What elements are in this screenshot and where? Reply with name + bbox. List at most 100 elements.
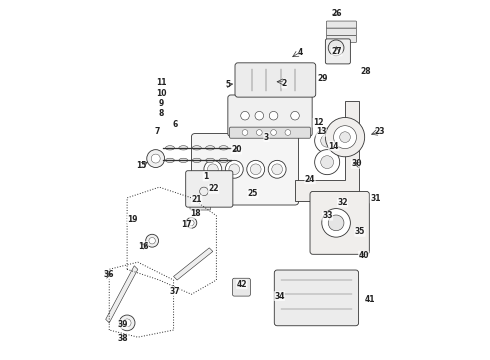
Text: 18: 18 [190, 210, 200, 219]
FancyBboxPatch shape [274, 270, 359, 326]
Circle shape [256, 130, 262, 135]
Text: 37: 37 [170, 287, 180, 296]
Text: 6: 6 [172, 120, 178, 129]
Ellipse shape [166, 158, 174, 162]
Text: 40: 40 [358, 251, 369, 260]
Circle shape [199, 187, 208, 196]
Text: 3: 3 [264, 132, 269, 141]
Polygon shape [295, 102, 359, 202]
Polygon shape [173, 248, 213, 280]
Ellipse shape [206, 146, 215, 150]
Text: 15: 15 [136, 161, 147, 170]
Text: 42: 42 [237, 280, 247, 289]
Text: 30: 30 [351, 159, 362, 168]
Circle shape [322, 208, 350, 237]
Text: 7: 7 [155, 127, 160, 136]
Text: 10: 10 [156, 89, 166, 98]
Ellipse shape [192, 146, 201, 150]
Text: 25: 25 [247, 189, 258, 198]
Circle shape [207, 164, 218, 175]
FancyBboxPatch shape [325, 39, 350, 64]
Text: 1: 1 [203, 172, 208, 181]
Circle shape [119, 315, 135, 331]
Text: 33: 33 [322, 211, 333, 220]
FancyBboxPatch shape [230, 127, 310, 138]
Text: 2: 2 [282, 79, 287, 88]
Circle shape [315, 150, 340, 175]
Ellipse shape [192, 158, 201, 162]
FancyBboxPatch shape [310, 192, 369, 254]
Text: 41: 41 [365, 295, 376, 304]
Text: 24: 24 [305, 175, 315, 184]
Text: 11: 11 [156, 78, 166, 87]
Text: 5: 5 [226, 80, 231, 89]
Circle shape [321, 134, 334, 147]
Text: 16: 16 [138, 242, 148, 251]
Circle shape [247, 160, 265, 178]
Circle shape [270, 111, 278, 120]
Text: 39: 39 [118, 320, 128, 329]
Ellipse shape [179, 146, 188, 150]
Text: 29: 29 [317, 74, 328, 83]
Text: 38: 38 [118, 334, 128, 343]
Circle shape [255, 111, 264, 120]
FancyBboxPatch shape [190, 200, 211, 210]
Text: 4: 4 [298, 48, 303, 57]
Circle shape [325, 117, 365, 157]
Circle shape [315, 128, 340, 153]
Circle shape [204, 160, 222, 178]
Text: 13: 13 [316, 127, 326, 136]
Circle shape [285, 130, 291, 135]
FancyBboxPatch shape [192, 134, 298, 205]
Text: 20: 20 [231, 145, 242, 154]
FancyBboxPatch shape [326, 28, 356, 35]
Circle shape [250, 164, 261, 175]
Text: 26: 26 [332, 9, 342, 18]
Circle shape [189, 220, 194, 226]
Text: 12: 12 [313, 118, 323, 127]
Text: 22: 22 [208, 184, 219, 193]
Polygon shape [106, 266, 138, 323]
Text: 31: 31 [370, 194, 381, 203]
Circle shape [272, 164, 283, 175]
Text: 32: 32 [337, 198, 348, 207]
FancyBboxPatch shape [228, 95, 312, 136]
Ellipse shape [219, 146, 228, 150]
Text: 23: 23 [374, 127, 385, 136]
Text: 14: 14 [328, 141, 339, 150]
Text: 27: 27 [332, 47, 342, 56]
Circle shape [146, 234, 159, 247]
Circle shape [241, 111, 249, 120]
Circle shape [328, 40, 344, 56]
FancyBboxPatch shape [326, 21, 356, 28]
Text: 21: 21 [192, 195, 202, 204]
Text: 34: 34 [274, 292, 285, 301]
Text: 17: 17 [181, 220, 192, 229]
Text: 36: 36 [103, 270, 114, 279]
Ellipse shape [166, 146, 174, 150]
Ellipse shape [219, 158, 228, 162]
Circle shape [321, 156, 334, 168]
Circle shape [229, 164, 240, 175]
Text: 19: 19 [127, 215, 138, 224]
Circle shape [270, 130, 276, 135]
FancyBboxPatch shape [232, 278, 250, 296]
FancyBboxPatch shape [326, 35, 356, 42]
Circle shape [186, 217, 197, 228]
FancyBboxPatch shape [235, 63, 316, 97]
Circle shape [151, 154, 160, 163]
Circle shape [340, 132, 350, 143]
Circle shape [123, 319, 131, 327]
Circle shape [147, 150, 165, 167]
Circle shape [328, 215, 344, 231]
Text: 9: 9 [158, 99, 164, 108]
Text: 28: 28 [361, 67, 371, 76]
Circle shape [149, 238, 155, 244]
Ellipse shape [179, 158, 188, 162]
Circle shape [268, 160, 286, 178]
FancyBboxPatch shape [186, 171, 233, 207]
Ellipse shape [206, 158, 215, 162]
Circle shape [291, 111, 299, 120]
Text: 35: 35 [355, 227, 365, 236]
Text: 8: 8 [158, 109, 164, 118]
